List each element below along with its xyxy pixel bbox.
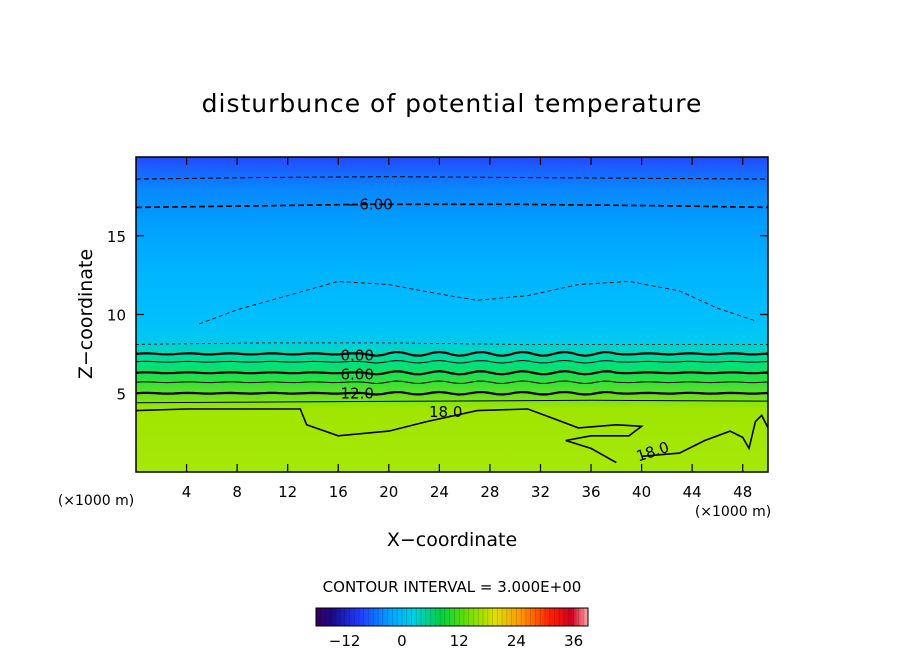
colorbar: −12 0 12 24 36: [315, 607, 589, 650]
x-tick-label: 40: [632, 483, 651, 501]
x-axis-unit-right: (×1000 m): [695, 504, 771, 520]
y-tick-label: 10: [107, 307, 126, 325]
y-tick-label: 15: [107, 228, 126, 246]
contour-label: −6.00: [347, 195, 393, 213]
plot-area: [135, 156, 769, 473]
chart-title: disturbunce of potential temperature: [202, 89, 703, 118]
colorbar-ticks: −12 0 12 24 36: [329, 632, 583, 650]
contour-label: 6.00: [340, 365, 373, 383]
x-tick-label: 16: [329, 483, 348, 501]
x-tick-label: 48: [733, 483, 752, 501]
x-tick-label: 24: [430, 483, 449, 501]
contour-9: [136, 380, 768, 385]
contour-15: [136, 399, 768, 404]
colorbar-tick-label: −12: [329, 632, 361, 650]
contour-zero: [136, 350, 768, 357]
colorbar-bins: [320, 608, 584, 626]
contour-label: 18.0: [429, 403, 462, 421]
contour-minus-3: [199, 280, 756, 325]
contour-12: [136, 390, 768, 396]
colorbar-tick-label: 0: [397, 632, 407, 650]
contour-interval-note: CONTOUR INTERVAL = 3.000E+00: [323, 578, 582, 596]
x-tick-label: 32: [531, 483, 550, 501]
y-axis-label: Z−coordinate: [75, 249, 97, 379]
x-tick-label: 20: [379, 483, 398, 501]
contour-3: [136, 359, 768, 364]
x-tick-label: 36: [581, 483, 600, 501]
contour-label: 0.00: [340, 346, 373, 364]
contour-lines: [136, 176, 768, 464]
x-axis-ticks: 4 8 12 16 20 24 28 32 36 40 44 48: [182, 157, 752, 501]
contour-label: 12.0: [340, 384, 373, 402]
x-tick-label: 12: [278, 483, 297, 501]
x-axis-unit-left: (×1000 m): [58, 493, 134, 509]
colorbar-tick-label: 24: [507, 632, 526, 650]
temperature-field: [136, 157, 768, 472]
x-tick-label: 28: [480, 483, 499, 501]
x-tick-label: 8: [232, 483, 242, 501]
y-axis-ticks: 5 10 15: [107, 228, 768, 403]
x-axis-label: X−coordinate: [387, 529, 517, 551]
contour-18-right: [641, 413, 768, 458]
contour-minus-9: [136, 176, 768, 180]
y-tick-label: 5: [116, 385, 126, 403]
colorbar-tick-label: 12: [450, 632, 469, 650]
x-tick-label: 4: [182, 483, 192, 501]
x-tick-label: 44: [683, 483, 702, 501]
contour-6: [136, 370, 768, 376]
colorbar-gradient: [315, 607, 589, 627]
contour-18-left: [136, 408, 644, 464]
colorbar-tick-label: 36: [564, 632, 583, 650]
